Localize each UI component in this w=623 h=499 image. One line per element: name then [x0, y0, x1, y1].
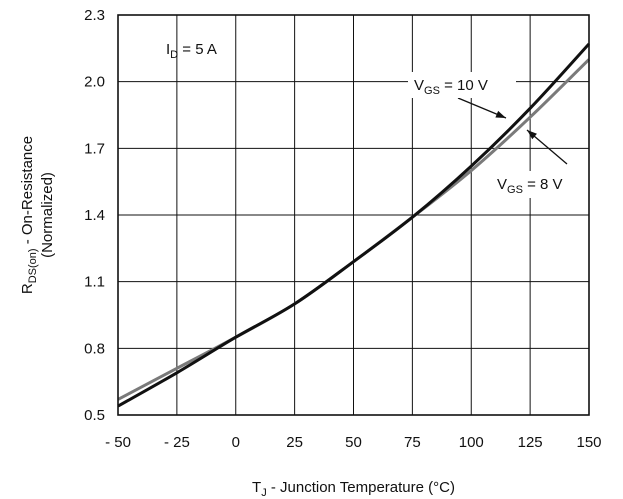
x-tick-label: - 50 [105, 434, 131, 451]
vgs8-label: VGS = 8 V [497, 176, 563, 196]
series-line-vgs10 [117, 42, 591, 408]
x-tick-label: 150 [576, 434, 601, 451]
vgs8-main: V [497, 176, 507, 193]
x-tick-labels: - 50 - 25 0 25 50 75 100 125 150 [105, 434, 601, 451]
y-tick-label: 0.5 [84, 407, 105, 424]
x-tick-label: - 25 [164, 434, 190, 451]
vgs10-rest: = 10 V [440, 77, 488, 94]
x-tick-label: 125 [518, 434, 543, 451]
x-tick-label: 50 [345, 434, 362, 451]
annotation-arrows [457, 97, 568, 165]
x-tick-label: 75 [404, 434, 421, 451]
x-axis-title: TJ - Junction Temperature (°C) [252, 479, 455, 499]
y-tick-label: 0.8 [84, 340, 105, 357]
y-tick-label: 1.1 [84, 274, 105, 291]
y-title-sub: DS(on) [27, 248, 39, 283]
condition-annotation: ID = 5 A [166, 41, 217, 61]
y-axis-title: RDS(on) - On-Resistance (Normalized) [19, 136, 56, 294]
y-tick-label: 2.0 [84, 74, 105, 91]
vgs10-arrow [457, 97, 507, 119]
x-tick-label: 100 [459, 434, 484, 451]
vgs10-label: VGS = 10 V [414, 77, 488, 97]
vgs8-arrow [526, 129, 568, 165]
y-axis-title-line1: RDS(on) - On-Resistance [19, 136, 39, 294]
condition-main: I [166, 41, 170, 58]
y-tick-label: 2.3 [84, 7, 105, 24]
y-axis-title-line2: (Normalized) [39, 172, 56, 258]
x-tick-label: 0 [232, 434, 240, 451]
condition-rest: = 5 A [178, 41, 217, 58]
vgs10-label-background [408, 72, 516, 98]
grid-layer [118, 15, 589, 415]
x-title-main: T [252, 479, 261, 496]
series-layer [117, 42, 591, 408]
y-tick-label: 1.7 [84, 140, 105, 157]
x-title-sub: J [261, 487, 267, 499]
x-tick-label: 25 [286, 434, 303, 451]
y-title-main: R [19, 283, 36, 294]
y-tick-label: 1.4 [84, 207, 105, 224]
x-title-rest: - Junction Temperature (°C) [267, 479, 455, 496]
y-tick-labels: 0.5 0.8 1.1 1.4 1.7 2.0 2.3 [84, 7, 105, 424]
condition-sub: D [170, 49, 178, 61]
plot-frame [117, 14, 590, 416]
y-title-rest: - On-Resistance [19, 136, 36, 249]
vgs10-sub: GS [424, 85, 440, 97]
vgs8-rest: = 8 V [523, 176, 563, 193]
vgs8-label-background [491, 171, 585, 198]
vgs8-sub: GS [507, 184, 523, 196]
vgs10-main: V [414, 77, 424, 94]
